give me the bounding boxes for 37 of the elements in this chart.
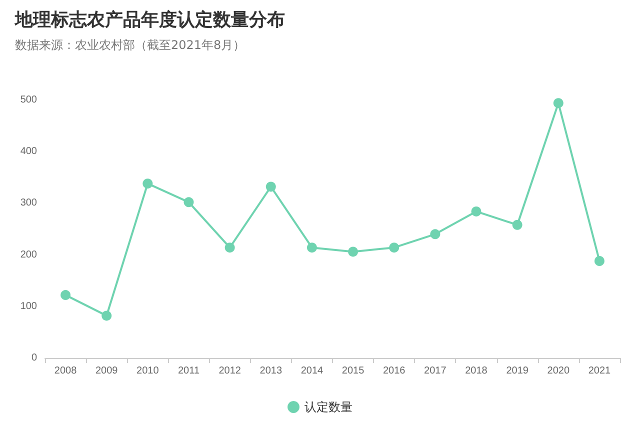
point (512, 220, 522, 230)
point (266, 182, 276, 192)
point (594, 256, 604, 266)
point (471, 206, 482, 216)
y-tick-label: 0 (31, 352, 38, 364)
point (224, 242, 235, 253)
chart-title: 地理标志农产品年度认定数量分布 (14, 10, 285, 30)
point (389, 242, 400, 253)
x-tick-label: 2016 (382, 366, 406, 376)
x-tick-label: 2008 (54, 366, 78, 376)
y-tick-label: 100 (20, 300, 38, 312)
point (184, 197, 194, 208)
x-tick-label: 2014 (300, 366, 324, 376)
y-tick-label: 400 (20, 146, 38, 158)
chart-subtitle: 数据来源：农业农村部（截至2021年8月） (15, 38, 246, 52)
point (306, 242, 317, 253)
point (102, 310, 112, 321)
legend-label: 认定数量 (304, 400, 352, 414)
y-tick-label: 300 (20, 198, 38, 209)
x-tick-label: 2010 (136, 366, 160, 376)
point (60, 290, 71, 300)
y-tick-label: 200 (20, 249, 38, 260)
x-tick-label: 2020 (547, 366, 570, 376)
x-tick-label: 2021 (588, 366, 612, 376)
x-tick-label: 2015 (342, 366, 365, 376)
point (553, 98, 564, 108)
x-tick-label: 2013 (260, 366, 282, 376)
x-tick-label: 2017 (424, 366, 447, 376)
point (430, 229, 440, 240)
point (142, 178, 153, 189)
x-tick-label: 2011 (178, 366, 200, 376)
x-tick-label: 2012 (218, 366, 242, 376)
x-tick-label: 2019 (506, 366, 529, 376)
x-tick-label: 2009 (95, 366, 118, 376)
y-tick-label: 500 (20, 94, 38, 106)
x-tick-label: 2018 (465, 366, 488, 376)
point (348, 246, 358, 257)
